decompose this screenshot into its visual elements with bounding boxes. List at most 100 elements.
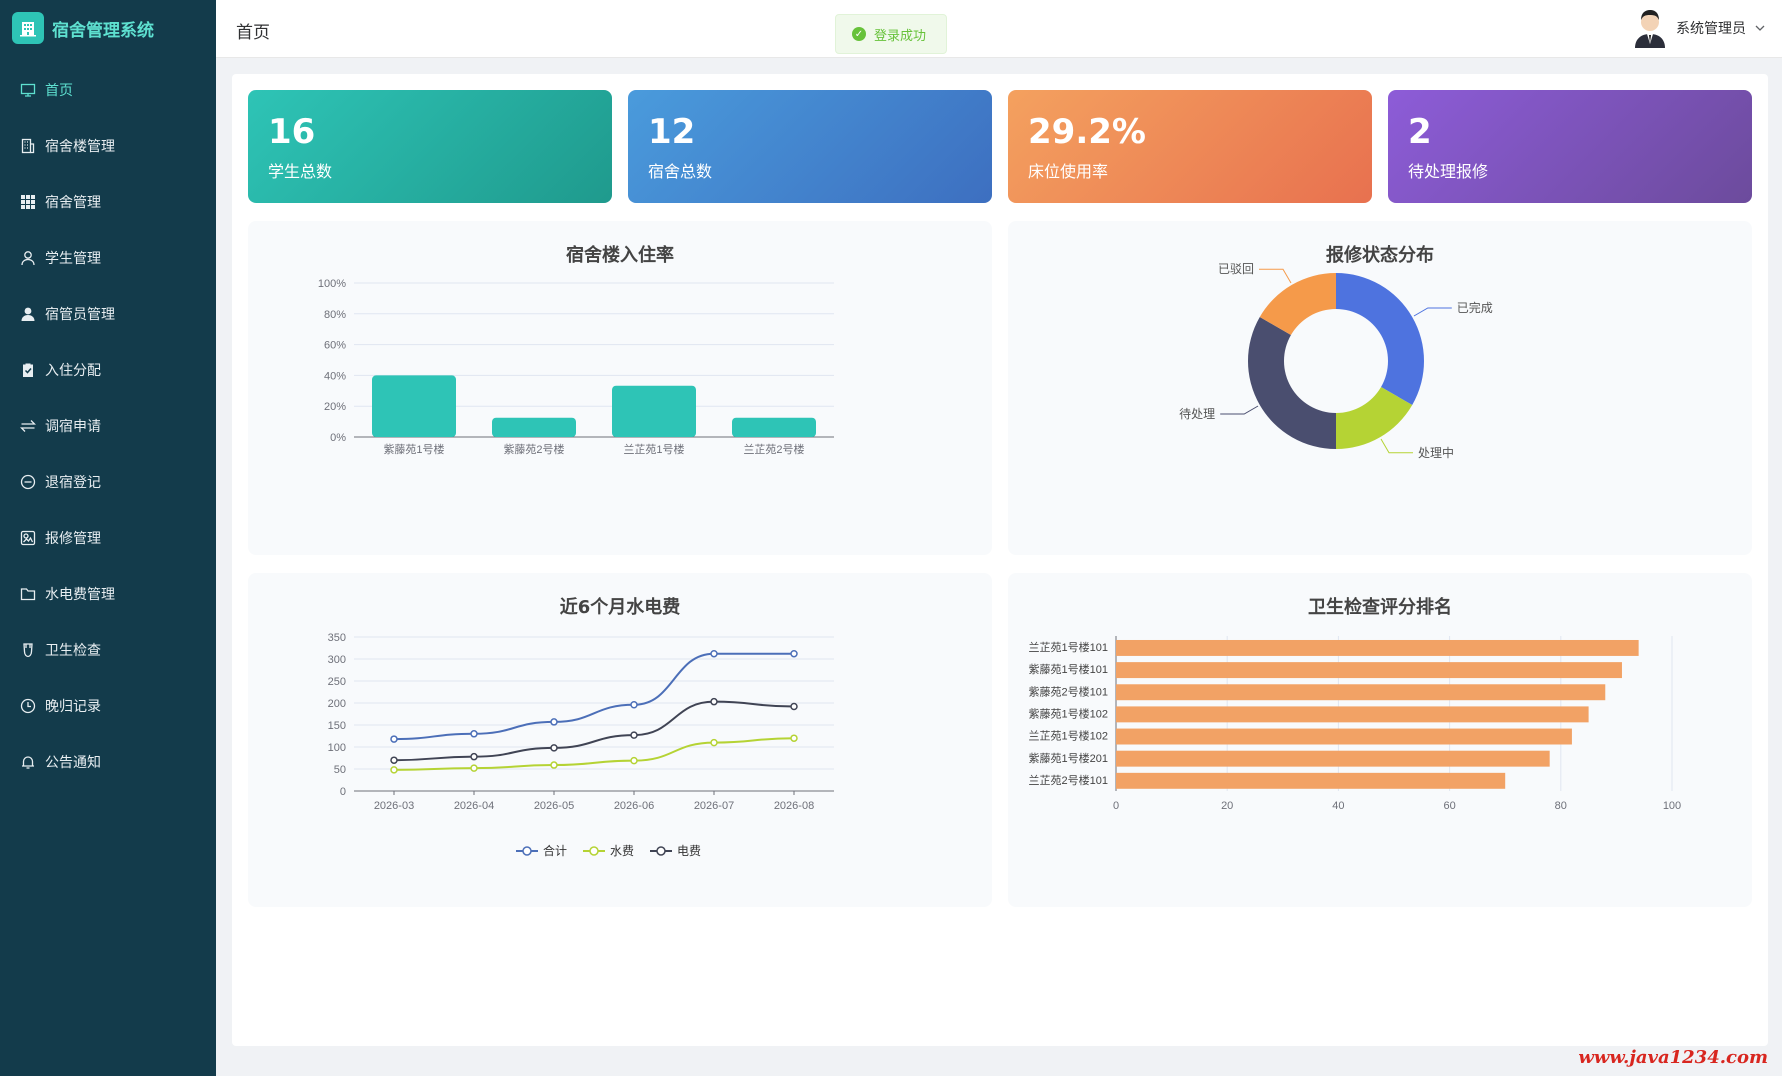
sidebar-item-late-return[interactable]: 晚归记录 bbox=[0, 678, 216, 734]
sidebar-item-manager[interactable]: 宿管员管理 bbox=[0, 286, 216, 342]
hygiene-ranking-panel: 0 20 40 60 80 100 兰芷苑1号楼101 紫藤苑1号楼101 紫藤苑2号楼101 紫… bbox=[1008, 573, 1752, 907]
data-point bbox=[390, 766, 398, 774]
bar bbox=[1116, 639, 1639, 656]
user-name: 系统管理员 bbox=[1676, 21, 1746, 37]
donut-slice bbox=[1336, 273, 1424, 405]
data-point bbox=[390, 735, 398, 743]
y-tick-label: 300 bbox=[328, 654, 346, 666]
sidebar-menu: 首页 宿舍楼管理 宿舍管理 学生管理 宿管员管理 入住分配 调宿申请 退宿登记 bbox=[0, 62, 216, 790]
y-tick-label: 0 bbox=[340, 786, 346, 798]
repair-icon bbox=[20, 530, 36, 546]
x-tick-label: 兰芷苑1号楼 bbox=[623, 442, 684, 456]
stat-label: 待处理报修 bbox=[1408, 162, 1489, 181]
data-point bbox=[470, 730, 478, 738]
sidebar-item-notice[interactable]: 公告通知 bbox=[0, 734, 216, 790]
y-tick-label: 紫藤苑2号楼101 bbox=[1029, 684, 1108, 698]
y-tick-label: 兰芷苑1号楼102 bbox=[1029, 729, 1108, 743]
sidebar-item-label: 宿管员管理 bbox=[45, 307, 115, 323]
app-logo[interactable]: 宿舍管理系统 bbox=[0, 0, 216, 56]
sidebar-item-checkin[interactable]: 入住分配 bbox=[0, 342, 216, 398]
x-tick-label: 紫藤苑2号楼 bbox=[503, 442, 564, 456]
bar bbox=[1116, 706, 1589, 723]
monitor-icon bbox=[20, 82, 36, 98]
legend-label: 电费 bbox=[677, 844, 701, 858]
grid-icon bbox=[20, 194, 36, 210]
stat-card-pending-repairs: 2 待处理报修 bbox=[1388, 90, 1752, 203]
utility-line-chart: 0 50 100 150 200 250 300 350 2026-03 2026-04 2026-… bbox=[328, 632, 834, 858]
chart-title: 卫生检查评分排名 bbox=[1308, 597, 1452, 618]
folder-icon bbox=[20, 586, 36, 602]
sidebar-item-label: 卫生检查 bbox=[45, 643, 101, 659]
bar bbox=[1116, 750, 1550, 767]
chart-title: 报修状态分布 bbox=[1326, 245, 1434, 266]
sidebar-item-building[interactable]: 宿舍楼管理 bbox=[0, 118, 216, 174]
chart-title: 近6个月水电费 bbox=[559, 597, 681, 618]
slice-label: 已完成 bbox=[1457, 300, 1493, 315]
sidebar-item-utility[interactable]: 水电费管理 bbox=[0, 566, 216, 622]
sidebar-item-label: 水电费管理 bbox=[45, 587, 115, 603]
success-toast: ✓ 登录成功 bbox=[835, 14, 947, 54]
x-tick-label: 2026-06 bbox=[614, 800, 654, 812]
series-line bbox=[393, 652, 794, 741]
chart-title: 宿舍楼入住率 bbox=[566, 245, 674, 266]
sidebar-item-label: 宿舍管理 bbox=[45, 195, 101, 211]
stat-value: 2 bbox=[1408, 112, 1432, 152]
watermark: www.java1234.com bbox=[1578, 1047, 1768, 1068]
data-point bbox=[390, 756, 398, 764]
x-tick-label: 100 bbox=[1663, 800, 1681, 812]
bar bbox=[1116, 684, 1606, 701]
clipboard-icon bbox=[20, 362, 36, 378]
slice-label: 处理中 bbox=[1418, 445, 1454, 460]
sidebar-item-dorm[interactable]: 宿舍管理 bbox=[0, 174, 216, 230]
sidebar-item-checkout[interactable]: 退宿登记 bbox=[0, 454, 216, 510]
y-tick-label: 60% bbox=[324, 340, 346, 352]
y-tick-label: 兰芷苑2号楼101 bbox=[1029, 773, 1108, 787]
y-tick-label: 100 bbox=[328, 742, 346, 754]
check-circle-icon: ✓ bbox=[852, 27, 866, 41]
x-tick-label: 2026-08 bbox=[774, 800, 814, 812]
x-tick-label: 20 bbox=[1221, 800, 1233, 812]
sidebar-item-student[interactable]: 学生管理 bbox=[0, 230, 216, 286]
data-point bbox=[790, 702, 798, 711]
y-tick-label: 20% bbox=[324, 401, 346, 413]
sidebar-item-label: 公告通知 bbox=[45, 755, 101, 771]
sidebar-item-label: 退宿登记 bbox=[45, 475, 101, 491]
slice-label-line bbox=[1413, 307, 1452, 317]
page-title: 首页 bbox=[236, 23, 270, 43]
stat-card-students: 16 学生总数 bbox=[248, 90, 612, 203]
y-tick-label: 40% bbox=[324, 370, 346, 382]
slice-label-line bbox=[1259, 268, 1292, 284]
legend-marker bbox=[656, 846, 666, 856]
hygiene-hbar-chart: 0 20 40 60 80 100 兰芷苑1号楼101 紫藤苑1号楼101 紫藤苑2号楼101 紫… bbox=[1029, 636, 1681, 812]
x-tick-label: 80 bbox=[1555, 800, 1567, 812]
stat-card-dorms: 12 宿舍总数 bbox=[628, 90, 992, 203]
user-menu[interactable]: 系统管理员 bbox=[1632, 8, 1766, 48]
x-tick-label: 兰芷苑2号楼 bbox=[743, 442, 804, 456]
bar bbox=[612, 385, 696, 437]
utility-fee-panel: 0 50 100 150 200 250 300 350 2026-03 2026-04 2026-… bbox=[248, 573, 992, 907]
y-tick-label: 紫藤苑1号楼201 bbox=[1029, 751, 1108, 765]
data-point bbox=[630, 701, 638, 709]
clock-icon bbox=[20, 698, 36, 714]
y-tick-label: 0% bbox=[330, 432, 346, 444]
data-point bbox=[470, 764, 478, 772]
sidebar-item-hygiene[interactable]: 卫生检查 bbox=[0, 622, 216, 678]
data-point bbox=[710, 738, 718, 747]
sidebar-item-home[interactable]: 首页 bbox=[0, 62, 216, 118]
stat-label: 学生总数 bbox=[268, 162, 333, 181]
stat-label: 宿舍总数 bbox=[648, 162, 713, 181]
slice-label: 待处理 bbox=[1179, 407, 1215, 421]
stat-value: 29.2% bbox=[1028, 112, 1146, 152]
y-tick-label: 兰芷苑1号楼101 bbox=[1029, 640, 1108, 654]
y-tick-label: 350 bbox=[328, 632, 346, 644]
data-point bbox=[790, 649, 798, 658]
sidebar-item-label: 首页 bbox=[45, 83, 73, 99]
sidebar-item-transfer[interactable]: 调宿申请 bbox=[0, 398, 216, 454]
series-line bbox=[393, 737, 795, 771]
y-tick-label: 紫藤苑1号楼102 bbox=[1029, 707, 1108, 721]
building-icon bbox=[20, 138, 36, 154]
sidebar-item-repair[interactable]: 报修管理 bbox=[0, 510, 216, 566]
data-point bbox=[630, 731, 638, 739]
data-point bbox=[470, 752, 478, 761]
